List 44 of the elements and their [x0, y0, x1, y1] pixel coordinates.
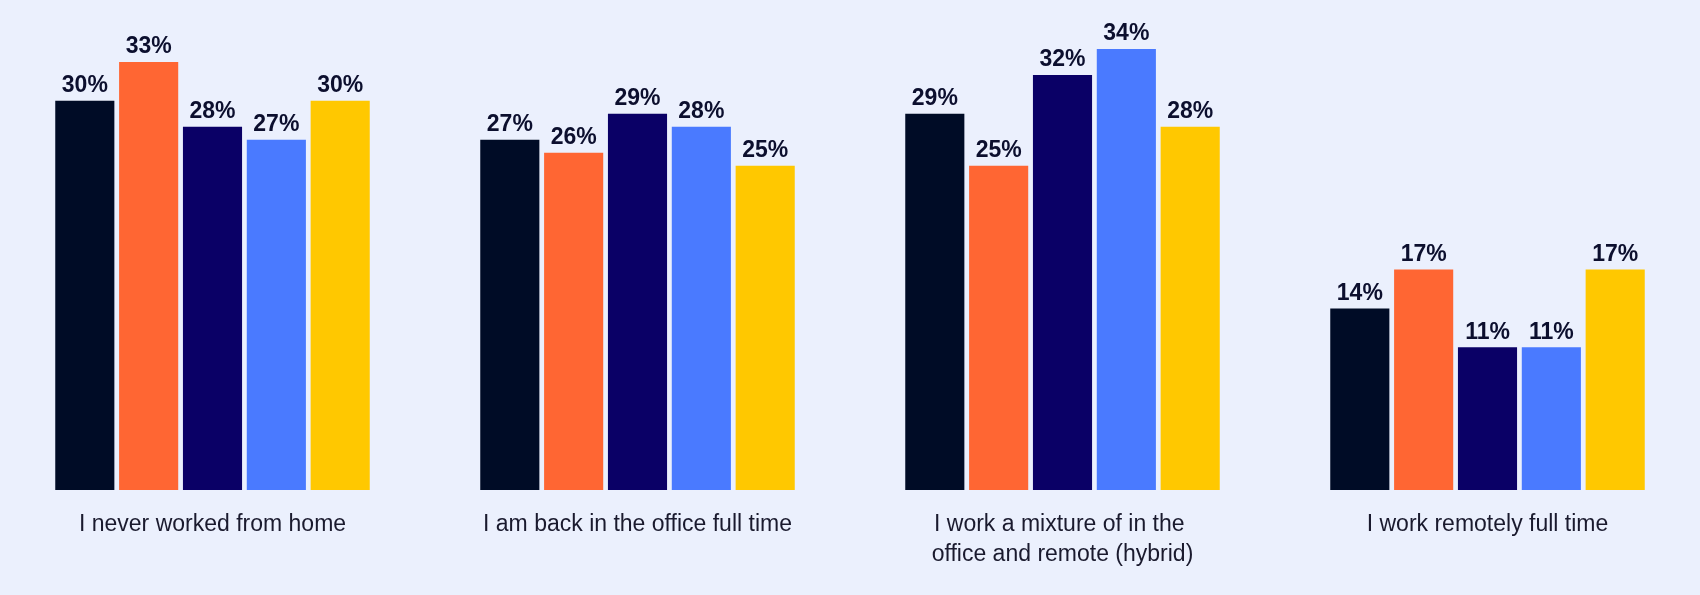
x-tick-label: I work remotely full time — [1366, 510, 1609, 536]
data-label: 28% — [189, 97, 236, 124]
data-label: 34% — [1103, 19, 1150, 46]
data-label: 29% — [911, 84, 958, 111]
bar — [969, 165, 1029, 490]
bar — [671, 126, 731, 490]
data-label: 28% — [1167, 97, 1214, 124]
bar — [607, 113, 668, 490]
bar — [905, 113, 965, 490]
data-label: 32% — [1039, 45, 1086, 72]
bar — [480, 139, 540, 490]
bar — [246, 139, 306, 490]
data-label: 11% — [1528, 317, 1574, 344]
x-tick-label: I work a mixture of in the office and remote (hybrid) — [931, 510, 1194, 566]
data-label: 11% — [1465, 317, 1510, 344]
bar — [310, 100, 370, 490]
bar — [1394, 269, 1454, 490]
x-tick-label: I never worked from home — [78, 510, 347, 536]
data-label: 14% — [1336, 278, 1383, 305]
bar — [119, 61, 179, 490]
bar — [1096, 48, 1156, 490]
bar — [1330, 308, 1390, 490]
data-label: 28% — [678, 97, 725, 124]
x-tick-label: I am back in the office full time — [483, 510, 792, 536]
data-label: 25% — [975, 136, 1022, 163]
data-label: 27% — [253, 110, 300, 137]
bar — [544, 152, 604, 490]
bar — [55, 100, 115, 490]
data-label: 17% — [1592, 239, 1639, 266]
bar — [1457, 347, 1518, 490]
bar — [1585, 269, 1645, 490]
data-label: 29% — [614, 84, 661, 111]
data-label: 33% — [125, 32, 172, 59]
data-label: 17% — [1400, 239, 1447, 266]
data-label: 25% — [742, 136, 789, 163]
bar — [735, 165, 795, 490]
data-label: 27% — [486, 110, 533, 137]
data-label: 26% — [550, 123, 597, 150]
data-label: 30% — [61, 71, 108, 98]
bar — [1160, 126, 1220, 490]
data-label: 30% — [317, 71, 364, 98]
bar — [1032, 74, 1093, 490]
bar — [182, 126, 243, 490]
bar — [1521, 347, 1581, 490]
